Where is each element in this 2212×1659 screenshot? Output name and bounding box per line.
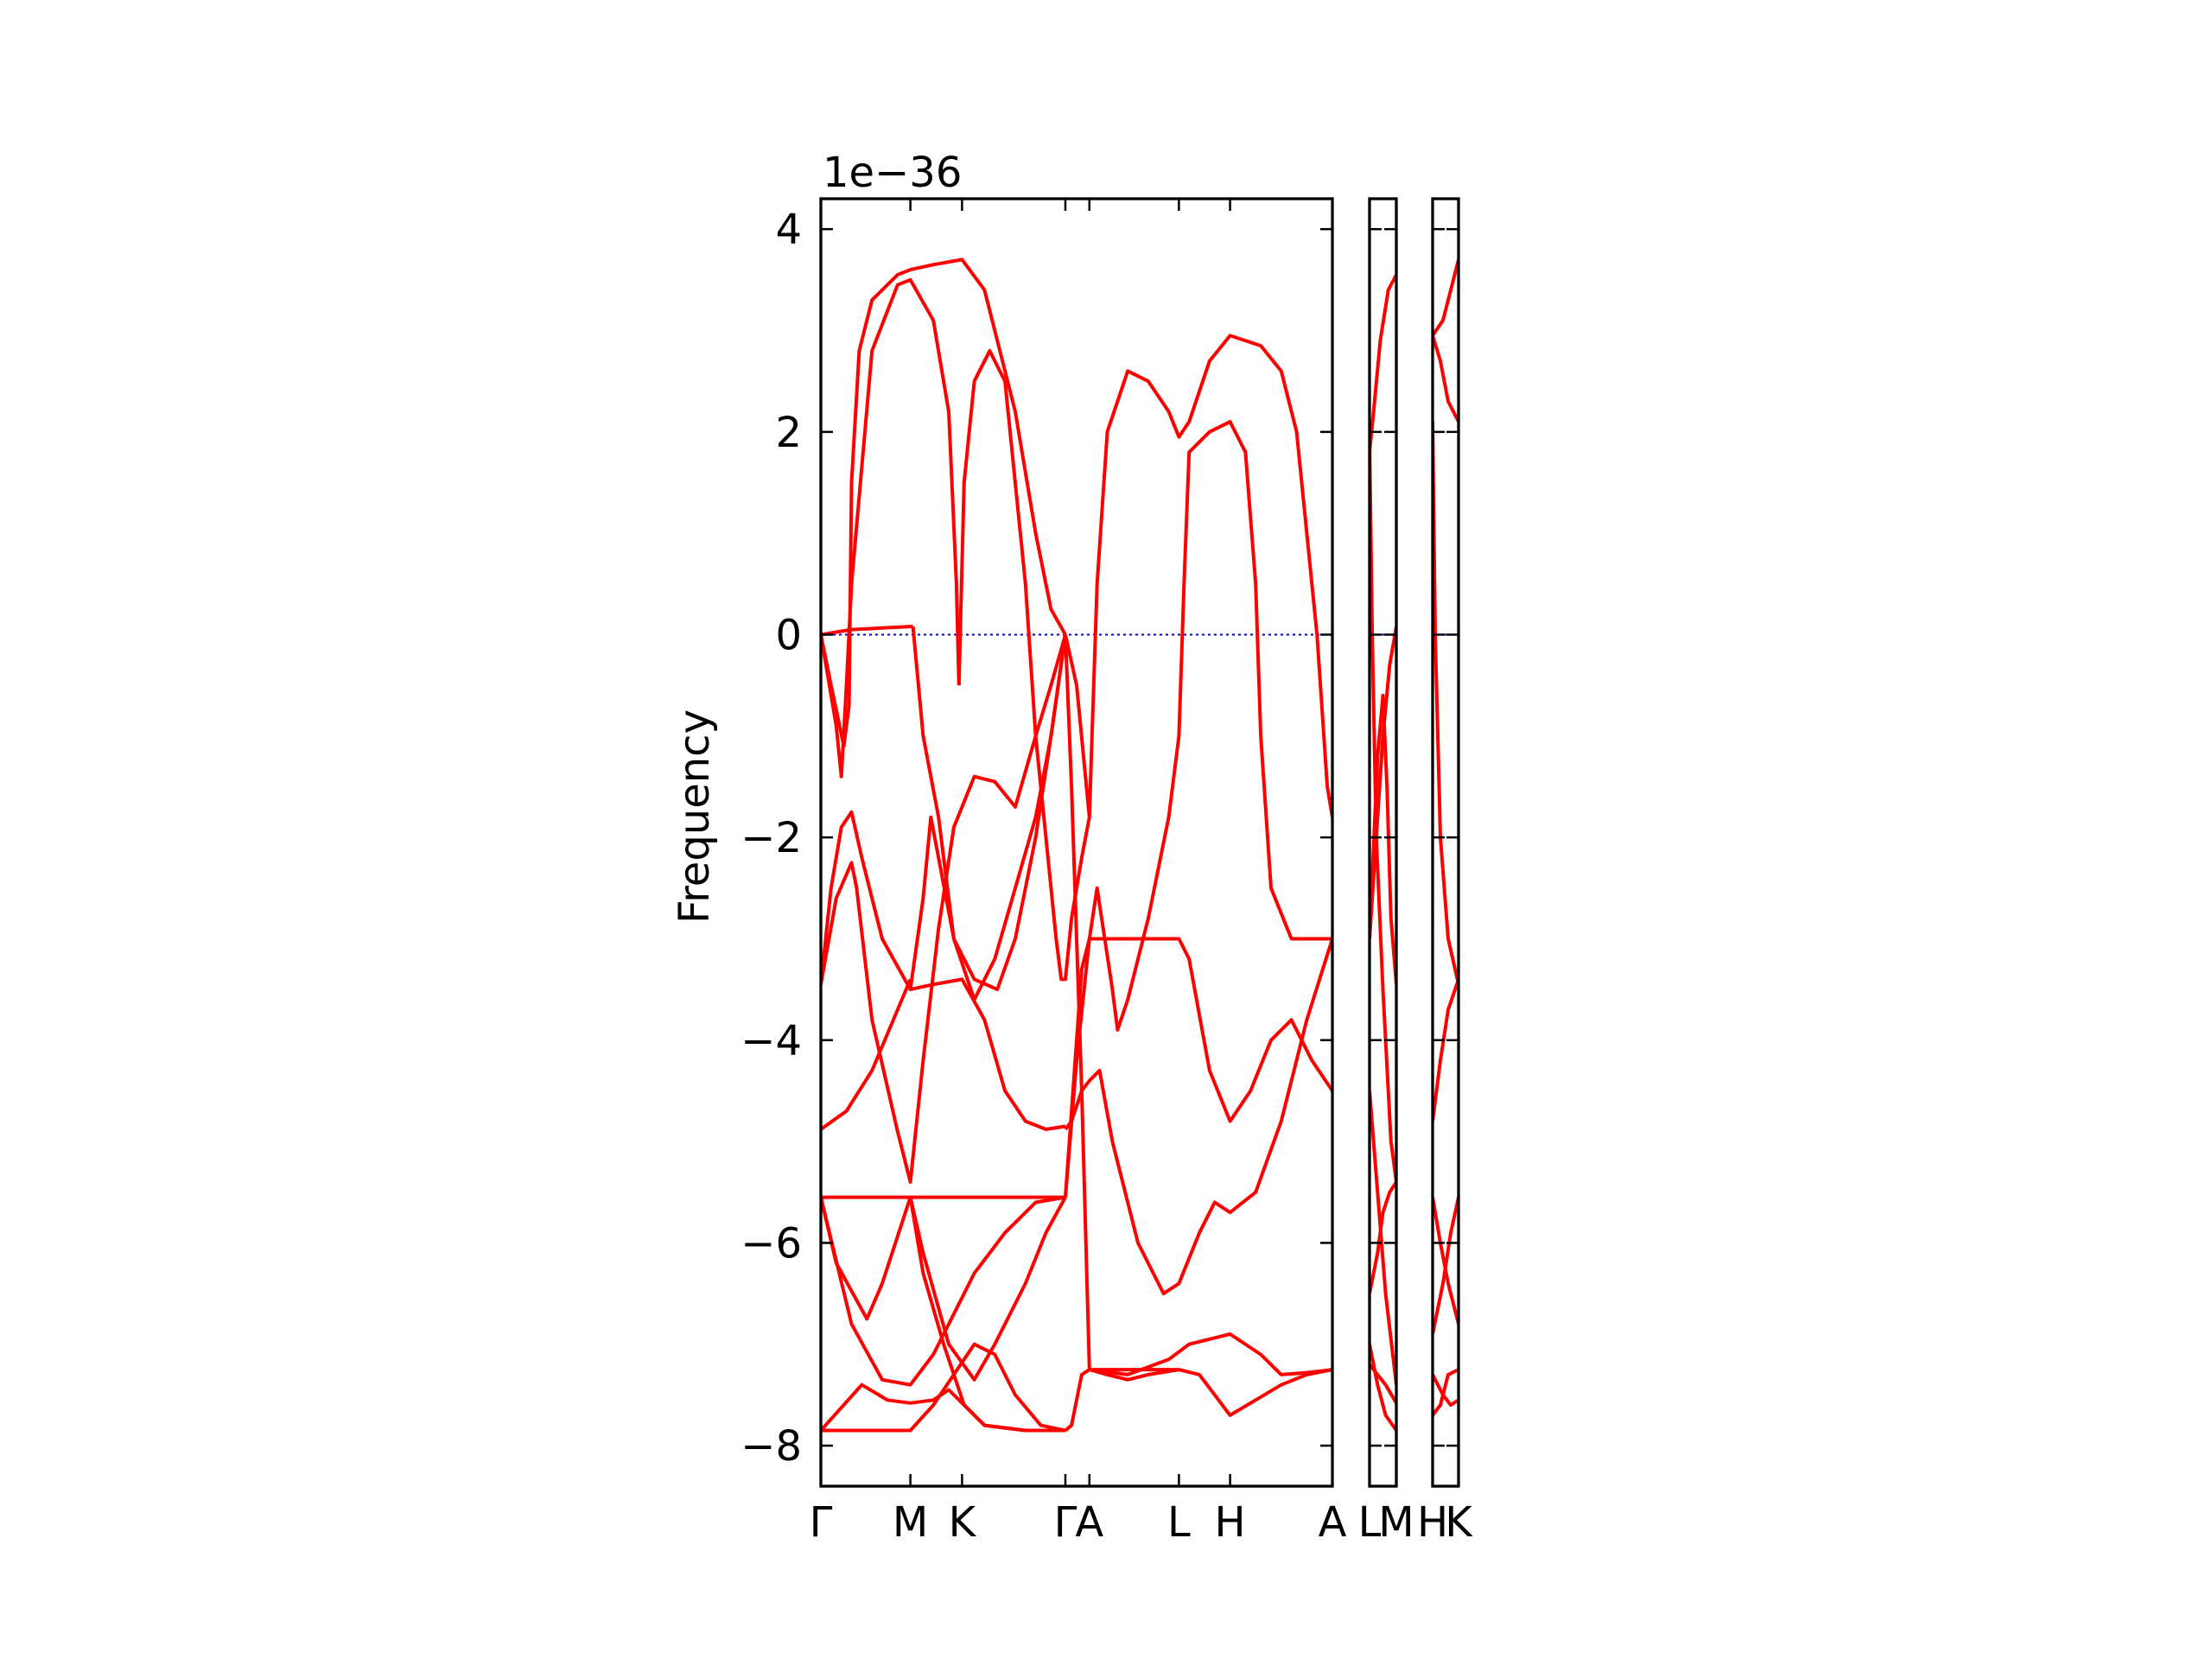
- band-1-9: [908, 634, 1067, 1001]
- y-tick-labels: −8 −6 −4 −2 0 2 4: [741, 206, 802, 1471]
- panel-2: [1368, 197, 1398, 1488]
- band-1-14: [821, 1342, 1066, 1433]
- band-1-6: [821, 810, 1066, 1131]
- band-1-20: [1064, 937, 1332, 1198]
- band-1-18: [1064, 1368, 1332, 1433]
- band-1-11: [821, 1195, 1067, 1382]
- x-tick-label: A: [1075, 1498, 1103, 1547]
- y-tick-label: 4: [775, 206, 802, 254]
- band-3-3: [1433, 422, 1459, 985]
- x-tick-label: A: [1319, 1498, 1347, 1547]
- band-2-8: [1370, 1344, 1396, 1432]
- band-1-19: [1089, 1332, 1332, 1376]
- band-1-2: [821, 257, 1067, 748]
- band-1-1: [821, 625, 913, 637]
- panel-frame: [1368, 197, 1398, 1488]
- band-1-17: [1064, 938, 1332, 1296]
- y-tick-label: −6: [741, 1219, 802, 1268]
- band-lines: [1370, 274, 1396, 1432]
- panel-frame: [819, 197, 1334, 1488]
- y-tick-label: −8: [741, 1422, 802, 1471]
- band-3-6: [1433, 1197, 1459, 1335]
- panel-1: [819, 197, 1334, 1488]
- y-tick-label: 0: [775, 611, 802, 659]
- y-axis-label: Frequency: [671, 709, 719, 924]
- x-tick-label: H: [1417, 1498, 1448, 1547]
- band-1-8: [821, 633, 1067, 1184]
- band-1-5: [957, 349, 1091, 982]
- band-1-21: [1064, 420, 1332, 1198]
- x-tick-label: Γ: [1054, 1498, 1077, 1547]
- y-tick-label: −4: [741, 1017, 802, 1065]
- x-tick-label: K: [949, 1498, 977, 1547]
- band-1-4: [911, 626, 1067, 992]
- band-2-5: [1370, 1180, 1396, 1294]
- y-offset-label: 1e−36: [823, 149, 962, 197]
- band-3-7: [1433, 1368, 1459, 1417]
- x-tick-label: Γ: [810, 1498, 833, 1547]
- band-3-2: [1433, 334, 1459, 423]
- band-2-1: [1370, 274, 1396, 453]
- band-3-1: [1433, 258, 1459, 337]
- x-tick-label: H: [1215, 1498, 1246, 1547]
- band-1-15: [908, 1197, 1065, 1433]
- band-1-22: [1064, 334, 1332, 819]
- chart-panels: [819, 197, 1460, 1488]
- band-lines: [821, 257, 1332, 1433]
- band-1-3: [821, 277, 961, 779]
- x-tick-labels: Γ M K ΓA L H A LM HK: [810, 1498, 1474, 1547]
- x-tick-label: M: [893, 1498, 928, 1547]
- band-3-8: [1433, 1373, 1459, 1408]
- panel-frame: [1431, 197, 1460, 1488]
- y-tick-label: 2: [775, 409, 802, 457]
- x-tick-label: M: [1378, 1498, 1414, 1547]
- band-3-4: [1433, 978, 1459, 1122]
- panel-3: [1431, 197, 1460, 1488]
- band-1-12: [821, 1195, 1066, 1387]
- x-tick-label: L: [1167, 1498, 1191, 1547]
- band-2-2: [1370, 436, 1396, 1183]
- band-1-7: [821, 978, 912, 1131]
- x-tick-label: L: [1358, 1498, 1382, 1547]
- x-tick-label: K: [1445, 1498, 1473, 1547]
- y-tick-label: −2: [741, 814, 802, 862]
- band-2-4: [1370, 693, 1396, 985]
- band-3-5: [1433, 1197, 1459, 1325]
